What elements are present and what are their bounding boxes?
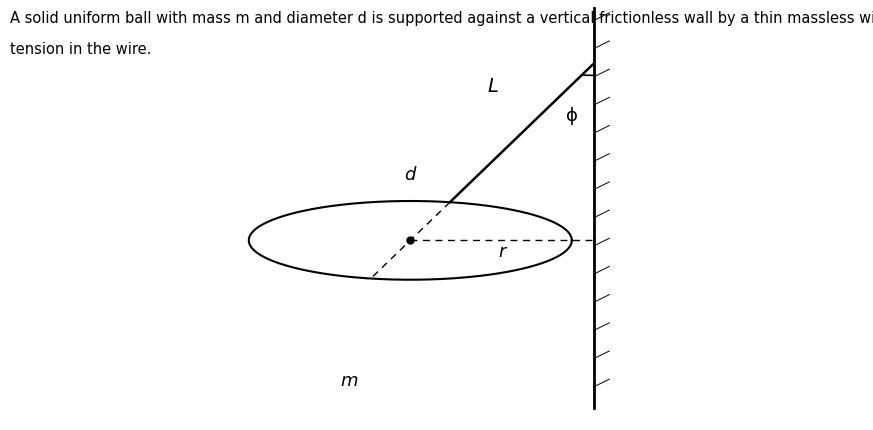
Text: tension in the wire.: tension in the wire. [10,42,152,57]
Text: A solid uniform ball with mass m and diameter d is supported against a vertical : A solid uniform ball with mass m and dia… [10,11,873,26]
Text: d: d [404,165,416,183]
Text: m: m [340,372,358,390]
Text: L: L [488,77,498,95]
Text: r: r [498,243,505,261]
Text: ϕ: ϕ [566,107,578,125]
